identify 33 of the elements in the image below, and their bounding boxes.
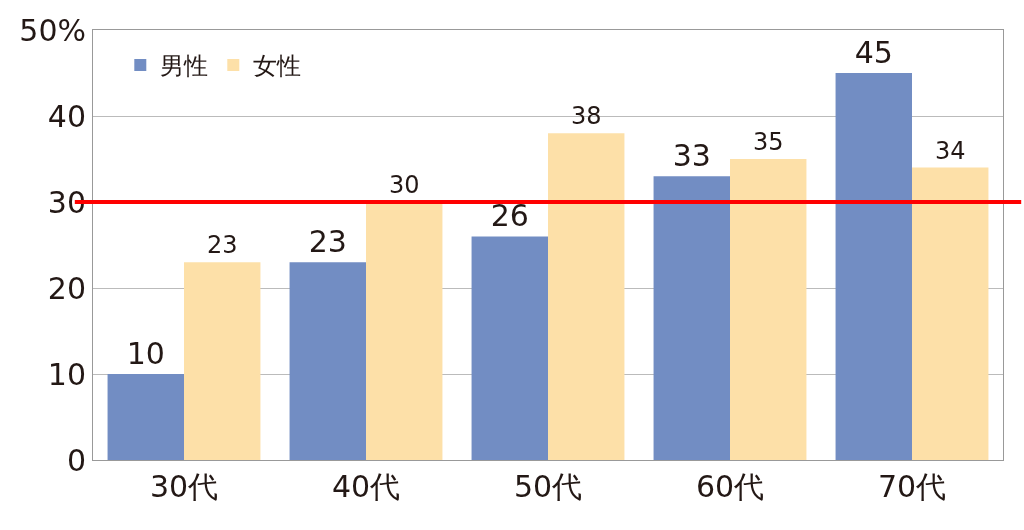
- y-tick-label: 0: [66, 442, 86, 478]
- data-label: 26: [490, 198, 529, 234]
- data-label: 35: [752, 128, 784, 156]
- legend-label: 男性: [160, 52, 209, 81]
- x-tick-label: 70代: [877, 469, 947, 504]
- data-label: 23: [308, 224, 347, 260]
- y-tick-label: 20: [47, 270, 86, 306]
- data-label: 23: [206, 231, 238, 260]
- y-tick-label: 30: [47, 184, 86, 220]
- bar: [107, 374, 184, 460]
- y-tick-label: 10: [47, 356, 86, 392]
- bar: [912, 167, 989, 460]
- bar: [835, 73, 912, 460]
- bar: [653, 176, 730, 460]
- data-label: 45: [854, 35, 893, 70]
- x-tick-label: 30代: [149, 469, 219, 504]
- y-tick-label: 50%: [19, 12, 86, 48]
- x-tick-label: 60代: [695, 469, 765, 504]
- bar: [184, 262, 261, 460]
- legend-label: 女性: [253, 52, 302, 81]
- data-label: 38: [570, 102, 602, 131]
- data-label: 34: [934, 136, 966, 165]
- bar: [471, 236, 548, 460]
- data-label: 30: [388, 171, 420, 199]
- bar: [730, 159, 807, 460]
- bar: [289, 262, 366, 460]
- bar: [548, 133, 625, 460]
- data-label: 33: [672, 138, 711, 174]
- y-tick-label: 40: [47, 98, 86, 134]
- x-tick-label: 40代: [331, 469, 401, 504]
- data-label: 10: [126, 336, 165, 371]
- x-tick-label: 50代: [513, 469, 583, 504]
- bar: [366, 202, 443, 460]
